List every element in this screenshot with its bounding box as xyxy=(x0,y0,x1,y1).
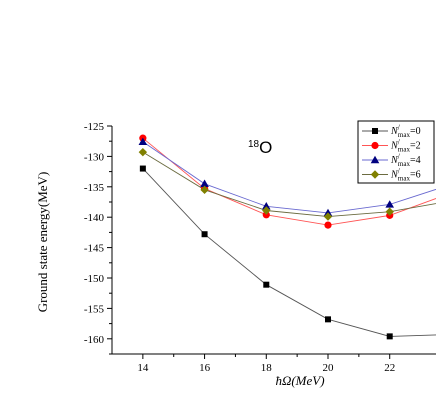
legend-label-3: N/max=6 xyxy=(390,167,421,183)
data-point-series-0 xyxy=(139,165,146,172)
legend-label-prime: / xyxy=(398,152,401,161)
x-tick-label: 20 xyxy=(323,362,335,374)
series-markers xyxy=(138,134,395,340)
legend-marker-2 xyxy=(370,155,380,164)
legend-label-subscript: max xyxy=(398,160,411,168)
data-point-series-2 xyxy=(385,200,395,208)
data-point-series-2 xyxy=(200,179,209,187)
legend-label-0: N/max=0 xyxy=(390,123,421,139)
y-axis-label: Ground state energy(MeV) xyxy=(35,172,50,313)
data-point-series-2 xyxy=(138,137,148,146)
y-tick-label: -140 xyxy=(84,212,105,224)
series-lines xyxy=(142,137,436,337)
legend-label-symbol: N xyxy=(390,155,399,166)
series-line-3 xyxy=(142,151,436,218)
legend-marker-3 xyxy=(370,170,380,179)
y-tick-label: -155 xyxy=(84,303,105,315)
legend-label-value: =6 xyxy=(410,170,421,181)
legend-marker-0 xyxy=(372,128,378,134)
annotation-symbol: O xyxy=(259,138,272,157)
legend-label-prime: / xyxy=(398,138,401,147)
legend-label-value: =2 xyxy=(410,141,421,152)
y-tick-label: -130 xyxy=(84,151,105,163)
data-point-series-3 xyxy=(200,185,209,195)
legend-label-2: N/max=4 xyxy=(390,152,421,168)
x-ticks: 14 16 18 20 22 xyxy=(137,354,395,374)
legend-label-symbol: N xyxy=(390,126,399,137)
y-tick-label: -160 xyxy=(84,334,105,346)
data-point-series-0 xyxy=(201,231,208,238)
x-tick-label: 14 xyxy=(137,362,149,374)
legend-label-subscript: max xyxy=(398,131,411,139)
series-line-0 xyxy=(142,168,436,337)
legend-label-prime: / xyxy=(398,167,401,176)
annotation-superscript: 18 xyxy=(248,139,260,150)
data-point-series-3 xyxy=(385,207,394,216)
legend-label-symbol: N xyxy=(390,170,399,181)
data-point-series-3 xyxy=(138,147,148,157)
legend-label-1: N/max=2 xyxy=(390,138,421,154)
legend-marker-1 xyxy=(371,141,379,150)
axes xyxy=(111,126,436,355)
y-tick-label: -135 xyxy=(84,182,105,194)
y-ticks: -125 -130 -135 -140 -145 -150 -155 -160 xyxy=(84,121,112,355)
data-point-series-3 xyxy=(262,206,271,215)
legend-label-value: =0 xyxy=(410,126,421,137)
data-point-series-0 xyxy=(386,333,393,340)
data-point-series-2 xyxy=(261,202,271,210)
x-axis-label: ħΩ(MeV) xyxy=(275,373,324,388)
y-tick-label: -145 xyxy=(84,243,105,255)
element-annotation: 18O xyxy=(248,138,272,157)
x-tick-label: 22 xyxy=(384,362,395,374)
data-point-series-3 xyxy=(323,212,333,221)
data-point-series-1 xyxy=(324,221,332,229)
legend: N/max=0N/max=2N/max=4N/max=6 xyxy=(357,120,435,184)
data-point-series-1 xyxy=(262,211,270,219)
x-tick-label: 18 xyxy=(261,362,273,374)
data-point-series-0 xyxy=(325,316,331,323)
x-tick-label: 16 xyxy=(199,362,211,374)
data-point-series-0 xyxy=(263,281,270,288)
legend-label-symbol: N xyxy=(390,141,399,152)
series-line-2 xyxy=(142,141,436,214)
legend-label-value: =4 xyxy=(410,155,421,166)
legend-label-subscript: max xyxy=(398,175,411,183)
y-tick-label: -150 xyxy=(84,273,105,285)
legend-label-subscript: max xyxy=(398,146,411,154)
legend-label-prime: / xyxy=(398,123,401,132)
series-line-1 xyxy=(142,137,436,226)
y-tick-label: -125 xyxy=(84,121,105,133)
